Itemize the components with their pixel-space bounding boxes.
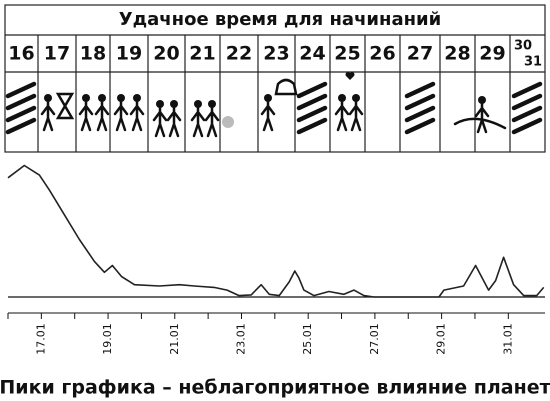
day-label: 21 — [189, 43, 215, 65]
day-label: 31 — [524, 55, 542, 70]
day-label: 22 — [226, 43, 252, 65]
day-label: 16 — [8, 43, 34, 65]
table-frame — [4, 4, 546, 153]
day-label: 25 — [334, 43, 360, 65]
day-label: 17 — [44, 43, 70, 65]
x-tick-label: 17.01 — [34, 323, 47, 355]
x-tick-label: 31.01 — [501, 323, 514, 355]
day-label: 24 — [299, 43, 325, 65]
day-label: 23 — [263, 43, 289, 65]
x-tick-label: 23.01 — [234, 323, 247, 355]
x-tick-label: 29.01 — [435, 323, 448, 355]
icons — [8, 72, 540, 138]
day-label: 27 — [407, 43, 433, 65]
day-label: 19 — [116, 43, 142, 65]
x-tick-label: 21.01 — [168, 323, 181, 355]
day-label: 28 — [444, 43, 470, 65]
x-tick-label: 27.01 — [368, 323, 381, 355]
line-series — [7, 164, 545, 298]
day-label: 30 — [514, 39, 532, 54]
day-label: 20 — [153, 43, 179, 65]
title: Удачное время для начинаний — [119, 9, 442, 30]
x-tick-label: 19.01 — [101, 323, 114, 355]
day-label: 29 — [479, 43, 505, 65]
x-tick-label: 25.01 — [301, 323, 314, 355]
caption: Пики графика – неблагоприятное влияние п… — [0, 377, 550, 399]
day-label: 18 — [80, 43, 106, 65]
plot: 17.01 19.01 21.01 23.01 25.01 27.01 29.01 31.01 — [7, 164, 545, 355]
day-label: 26 — [369, 43, 395, 65]
